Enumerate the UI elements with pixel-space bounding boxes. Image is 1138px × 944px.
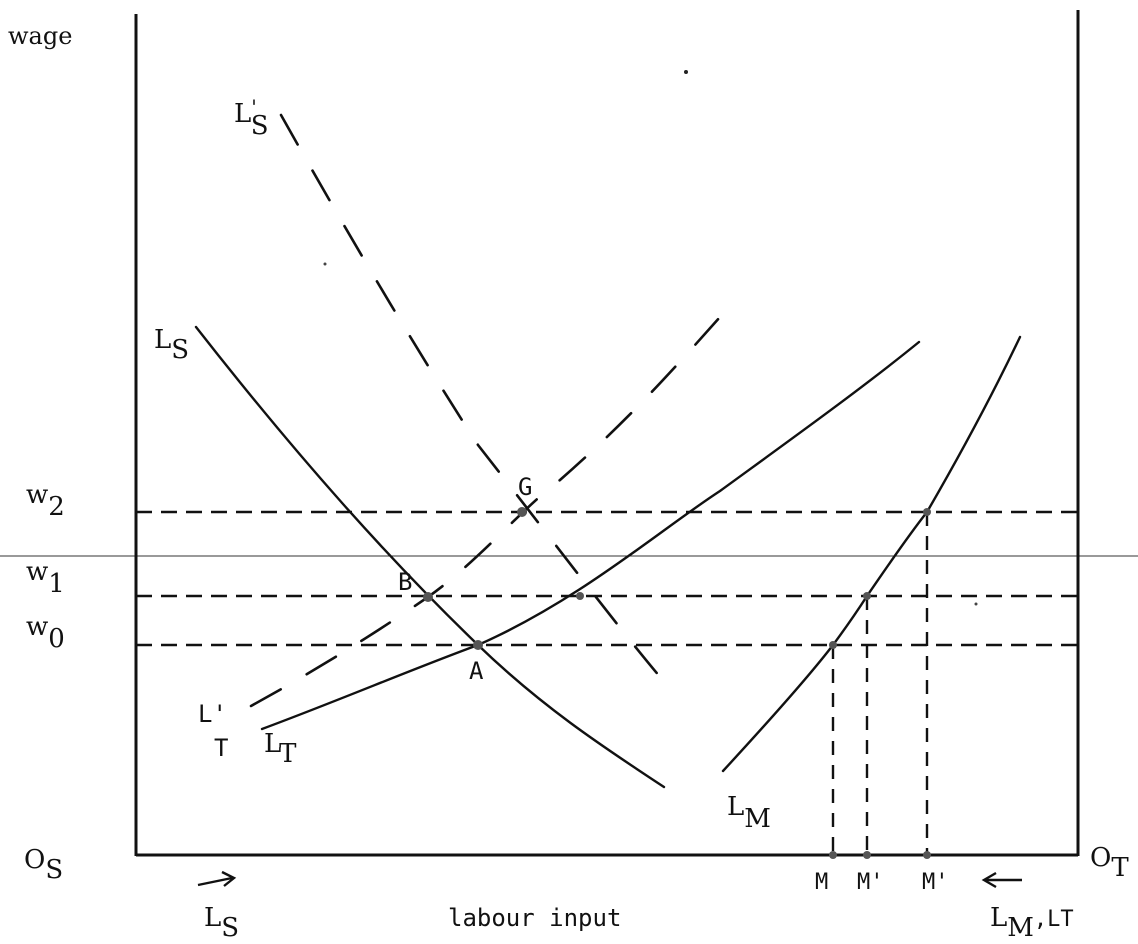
scan-speck — [684, 70, 688, 74]
tick-m-prime-2-marker — [923, 851, 931, 859]
point-g-marker — [517, 507, 527, 517]
arrow-left-label-ls: LS — [204, 903, 239, 943]
origin-left-label: OS — [24, 845, 63, 885]
curve-ls — [194, 325, 666, 789]
tick-m-marker — [829, 851, 837, 859]
x-tick-label-m: M — [815, 870, 828, 895]
curve-label-lt: LT — [264, 729, 297, 769]
point-label-g: G — [518, 473, 532, 501]
curve-lt-prime — [249, 295, 740, 708]
curve-label-lm: LM — [727, 792, 771, 834]
point-lt-ls-prime-marker — [576, 592, 584, 600]
x-tick-label-m-prime-2: M' — [922, 870, 949, 895]
y-axis-label: wage — [8, 22, 72, 50]
arrow-left-icon — [981, 871, 1022, 889]
point-a-marker — [473, 640, 483, 650]
point-label-a: A — [469, 657, 484, 685]
curve-ls-prime — [279, 113, 668, 686]
point-lm-w2-marker — [923, 508, 931, 516]
scan-speck — [974, 602, 978, 606]
point-lm-w1-marker — [863, 592, 871, 600]
point-label-b: B — [398, 568, 412, 596]
wage-label-w0: w0 — [26, 612, 65, 654]
curve-label-ls-prime: L' S — [234, 95, 269, 141]
origin-right-label: OT — [1090, 843, 1129, 883]
x-tick-label-m-prime-1: M' — [857, 870, 884, 895]
scan-speck — [323, 262, 327, 266]
wage-label-w1: w1 — [26, 557, 65, 599]
curve-label-lt-prime: L' T — [198, 700, 228, 762]
curve-label-ls: LS — [154, 325, 189, 365]
point-lm-w0-marker — [829, 641, 837, 649]
curve-lt — [260, 340, 921, 731]
x-axis-label: labour input — [448, 904, 621, 932]
tick-m-prime-1-marker — [863, 851, 871, 859]
arrow-right-label-lm-lt: LM,LT — [990, 903, 1074, 943]
curve-lm — [721, 335, 1022, 773]
wage-label-w2: w2 — [26, 480, 65, 522]
point-b-marker — [423, 592, 433, 602]
arrow-right-icon — [197, 870, 237, 887]
